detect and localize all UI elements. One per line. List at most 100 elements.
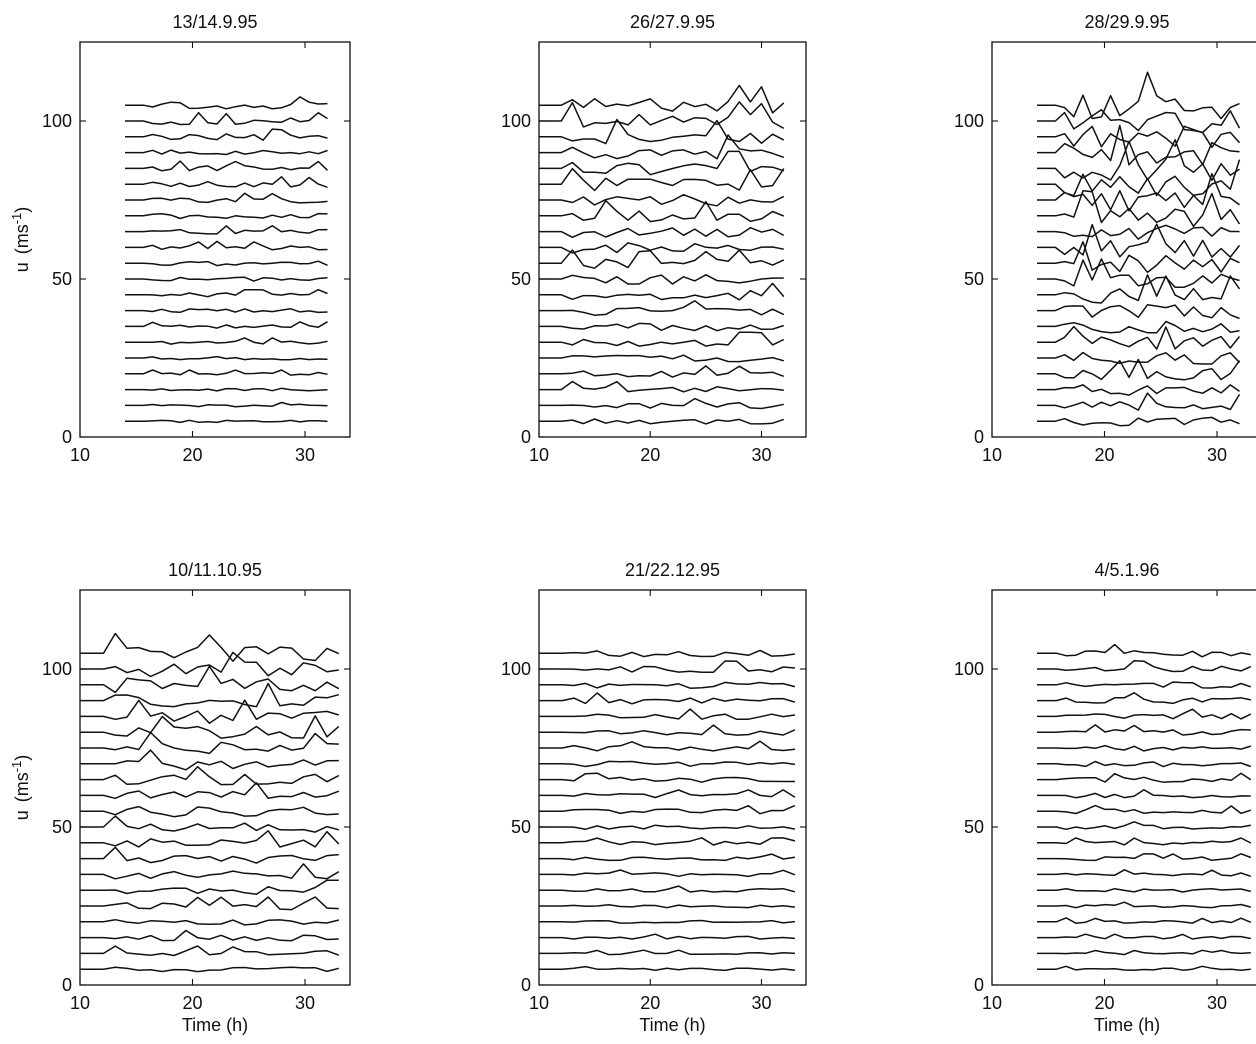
profile-line	[539, 965, 795, 972]
profile-line	[1037, 320, 1240, 334]
profile-line	[1037, 772, 1252, 783]
x-tick-label: 20	[182, 445, 202, 465]
profile-line	[539, 804, 796, 815]
profile-line	[539, 242, 784, 254]
profile-line	[539, 681, 796, 689]
profile-line	[539, 150, 785, 176]
y-tick-label: 0	[62, 427, 72, 447]
profile-line	[539, 885, 796, 893]
panel-title: 4/5.1.96	[1094, 560, 1159, 580]
x-axis-label: Time (h)	[639, 1015, 705, 1035]
profile-line	[1037, 760, 1252, 768]
profile-line	[125, 176, 328, 189]
profile-line	[539, 380, 784, 393]
profile-line	[539, 919, 795, 924]
y-label-exponent: -1	[9, 761, 24, 773]
profile-line	[1037, 109, 1241, 134]
profile-line	[1037, 804, 1252, 815]
profile-line	[539, 134, 785, 160]
profile-line	[125, 225, 328, 235]
profile-line	[80, 682, 339, 708]
profile-line	[1037, 416, 1240, 427]
profile-line	[539, 274, 784, 285]
profile-line	[539, 365, 785, 378]
x-tick-label: 10	[529, 993, 549, 1013]
y-tick-label: 50	[52, 269, 72, 289]
profile-line	[539, 933, 795, 940]
y-tick-label: 100	[42, 111, 72, 131]
y-label-unit: (ms	[12, 772, 32, 802]
profile-line	[539, 193, 785, 207]
y-tick-label: 0	[521, 427, 531, 447]
profile-line	[539, 660, 795, 674]
y-tick-label: 50	[511, 817, 531, 837]
profile-line	[80, 731, 339, 755]
profile-line	[125, 419, 328, 424]
profile-line	[1037, 351, 1241, 365]
profile-line	[539, 708, 796, 721]
profile-line	[80, 805, 339, 818]
profile-line	[80, 815, 339, 833]
profile-line	[80, 699, 340, 724]
panel-title: 28/29.9.95	[1084, 12, 1169, 32]
y-tick-label: 100	[954, 659, 984, 679]
x-tick-label: 30	[295, 993, 315, 1013]
profile-line	[539, 724, 796, 736]
panel-title: 21/22.12.95	[625, 560, 720, 580]
profile-line	[539, 300, 785, 316]
panel-3: 28/29.9.95 10 20 30 0 50 100	[954, 12, 1256, 465]
profile-line	[1037, 304, 1240, 320]
profile-line	[539, 789, 796, 799]
profile-line	[539, 322, 785, 332]
profile-line	[1037, 821, 1251, 831]
profile-line	[539, 949, 795, 956]
profile-line	[1037, 724, 1251, 736]
y-tick-label: 50	[964, 817, 984, 837]
x-tick-label: 30	[751, 993, 771, 1013]
profile-line	[1037, 692, 1251, 705]
y-tick-label: 50	[964, 269, 984, 289]
x-tick-label: 20	[1094, 445, 1114, 465]
profile-line	[80, 651, 339, 678]
profile-line	[1037, 190, 1241, 228]
profile-line	[1037, 837, 1252, 846]
profile-line	[80, 945, 340, 957]
axes-frame	[538, 41, 807, 438]
x-tick-label: 30	[295, 445, 315, 465]
profile-line	[1037, 708, 1252, 720]
x-tick-label: 30	[751, 445, 771, 465]
y-tick-label: 0	[62, 975, 72, 995]
y-axis-label: u (ms-1)	[9, 207, 32, 273]
profile-line	[125, 276, 328, 282]
x-tick-label: 10	[529, 445, 549, 465]
profile-line	[125, 240, 328, 251]
axes-frame	[538, 589, 807, 986]
x-axis-label: Time (h)	[182, 1015, 248, 1035]
profile-line	[125, 192, 328, 204]
profile-line	[80, 918, 339, 926]
profile-line	[1037, 274, 1241, 304]
profile-line	[539, 760, 796, 768]
profile-line	[539, 118, 785, 145]
profile-line	[80, 715, 340, 739]
panel-4: 10/11.10.95 10 20 30 0 50 100 Time (h) u (ms-1)	[9, 560, 351, 1035]
profile-line	[80, 749, 339, 771]
profile-line	[125, 369, 328, 376]
profile-line	[80, 846, 339, 864]
profile-line	[539, 331, 785, 347]
profile-line	[80, 863, 340, 880]
profile-line	[80, 632, 340, 662]
y-tick-label: 0	[974, 427, 984, 447]
profile-line	[125, 288, 328, 298]
profile-line	[1037, 853, 1252, 862]
profile-line	[539, 903, 795, 909]
profile-line	[1037, 965, 1251, 971]
x-tick-label: 30	[1207, 993, 1227, 1013]
axes-frame	[79, 41, 351, 438]
profile-line	[125, 111, 328, 126]
profile-line	[125, 160, 329, 172]
y-label-close: )	[12, 755, 32, 761]
y-tick-label: 0	[521, 975, 531, 995]
profile-line	[1037, 325, 1241, 350]
